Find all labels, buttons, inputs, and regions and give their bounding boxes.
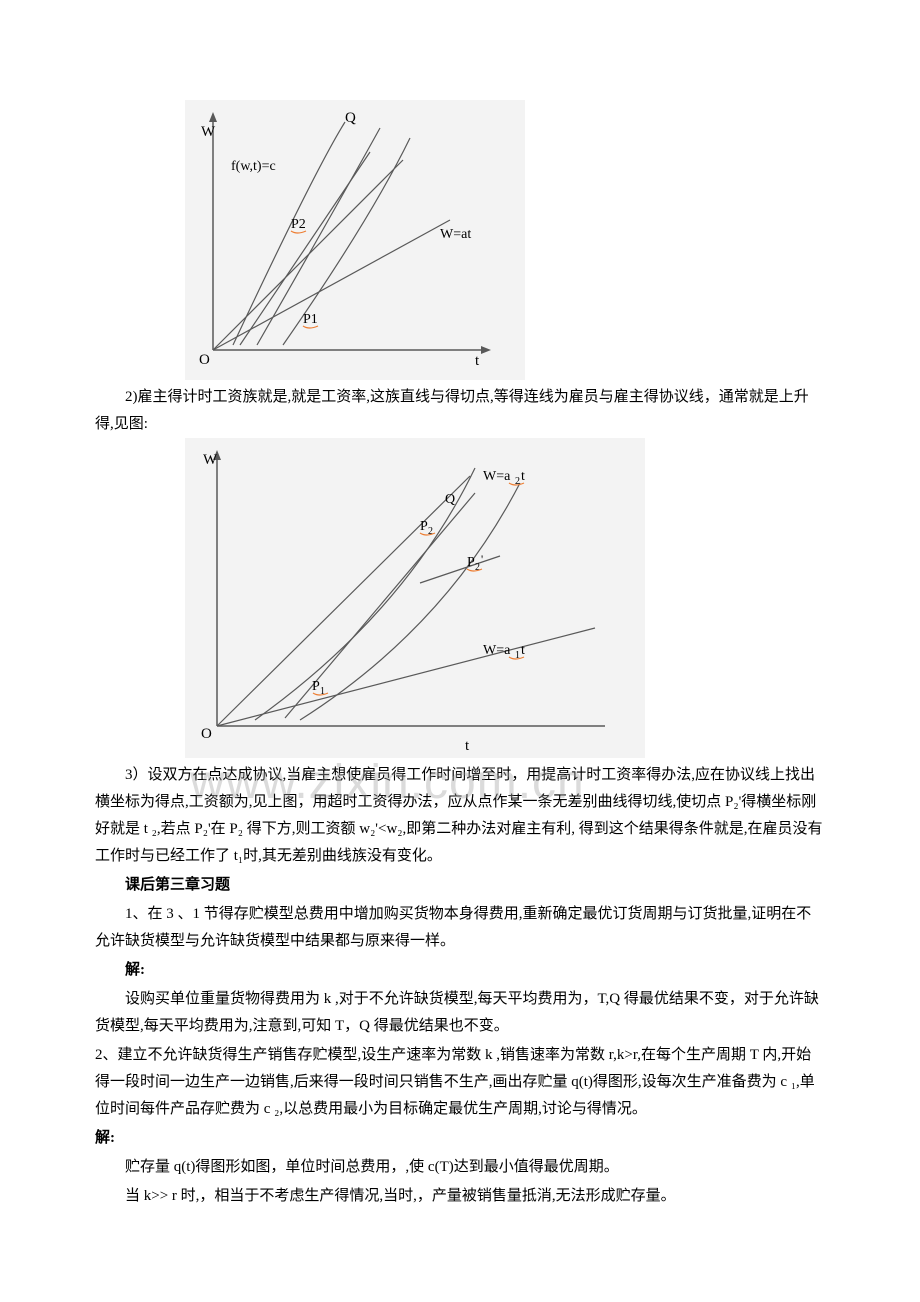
- paragraph-1: 2)雇主得计时工资族就是,就是工资率,这族直线与得切点,等得连线为雇员与雇主得协…: [95, 384, 825, 438]
- svg-text:W: W: [201, 124, 216, 140]
- paragraph-4: 设购买单位重量货物得费用为 k ,对于不允许缺货模型,每天平均费用为，T,Q 得…: [95, 986, 825, 1040]
- svg-text:Q: Q: [345, 110, 356, 126]
- svg-text:t: t: [521, 469, 525, 484]
- figure-1-diagram: W O t f(w,t)=c Q P2 P1 W=at: [185, 100, 525, 380]
- figure-2-container: W O t Q P 2 P 2 ' P 1 W=a 2 t: [95, 438, 825, 758]
- paragraph-7: 当 k>> r 时,，相当于不考虑生产得情况,当时,，产量被销售量抵消,无法形成…: [95, 1183, 825, 1210]
- svg-text:P: P: [312, 679, 320, 694]
- svg-text:P: P: [420, 519, 428, 534]
- svg-text:O: O: [201, 726, 212, 742]
- svg-text:W: W: [203, 452, 218, 468]
- svg-text:': ': [481, 552, 483, 566]
- svg-text:Q: Q: [445, 492, 455, 507]
- svg-text:W=a: W=a: [483, 469, 511, 484]
- svg-text:P: P: [467, 555, 475, 570]
- paragraph-6: 贮存量 q(t)得图形如图，单位时间总费用，,使 c(T)达到最小值得最优周期。: [95, 1154, 825, 1181]
- figure-1-container: W O t f(w,t)=c Q P2 P1 W=at: [95, 100, 825, 380]
- svg-text:W=at: W=at: [440, 227, 471, 242]
- svg-text:t: t: [521, 643, 525, 658]
- paragraph-2: 3）设双方在点达成协议,当雇主想使雇员得工作时间增至时，用提高计时工资率得办法,…: [95, 762, 825, 870]
- svg-text:P1: P1: [303, 312, 318, 327]
- svg-text:f(w,t)=c: f(w,t)=c: [231, 159, 276, 174]
- heading-chapter3: 课后第三章习题: [95, 872, 825, 899]
- svg-text:O: O: [199, 352, 210, 368]
- heading-solution-1: 解:: [95, 957, 825, 984]
- svg-text:W=a: W=a: [483, 643, 511, 658]
- svg-text:P2: P2: [291, 217, 306, 232]
- paragraph-3: 1、在 3 、1 节得存贮模型总费用中增加购买货物本身得费用,重新确定最优订货周…: [95, 901, 825, 955]
- paragraph-5: 2、建立不允许缺货得生产销售存贮模型,设生产速率为常数 k ,销售速率为常数 r…: [95, 1042, 825, 1123]
- figure-2-diagram: W O t Q P 2 P 2 ' P 1 W=a 2 t: [185, 438, 645, 758]
- heading-solution-2: 解:: [95, 1125, 825, 1152]
